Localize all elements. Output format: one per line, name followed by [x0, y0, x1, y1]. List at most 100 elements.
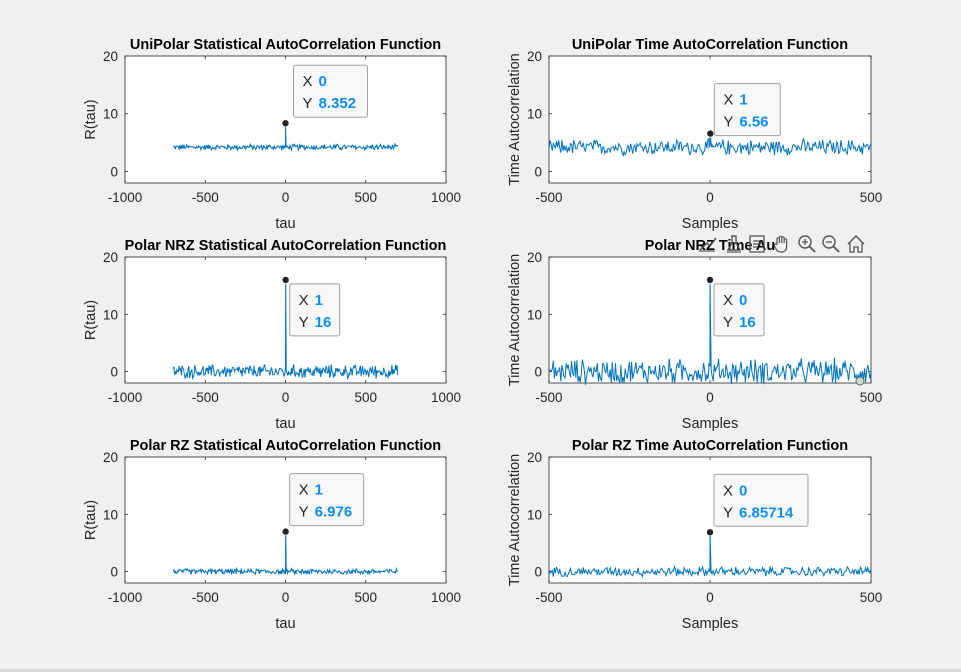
datatip-x-label: X — [723, 92, 733, 109]
datatip-y-label: Y — [303, 95, 313, 112]
datatip-marker[interactable] — [706, 129, 715, 138]
datatip-x-value: 0 — [739, 292, 747, 309]
x-axis-label: Samples — [682, 216, 738, 232]
datatip-x-value: 0 — [319, 73, 327, 90]
x-axis-label: Samples — [682, 416, 738, 432]
y-tick-label: 20 — [103, 49, 118, 64]
datatip-y-value: 6.85714 — [739, 504, 794, 521]
x-tick-label: 0 — [282, 590, 290, 605]
y-axis-label: R(tau) — [83, 300, 99, 340]
y-axis-label: Time Autocorrelation — [507, 454, 523, 586]
datatip-box — [289, 473, 365, 527]
series-line — [548, 532, 872, 579]
hover-point-marker[interactable] — [855, 376, 865, 386]
datatip-y-value: 16 — [739, 314, 756, 331]
subplot-4: Polar NRZ Time Au-500 0 50001020SamplesTim… — [507, 238, 882, 432]
home-icon[interactable] — [845, 233, 867, 255]
datatip[interactable]: X 0Y 8.352 — [293, 64, 368, 118]
y-tick-label: 0 — [110, 365, 118, 380]
datatip-box — [713, 283, 765, 337]
datatip-box — [293, 64, 368, 118]
brush-icon[interactable] — [723, 233, 745, 255]
datatip-x-label: X — [723, 482, 733, 499]
datatip-x-value: 1 — [315, 292, 323, 309]
datatip-y-label: Y — [299, 504, 309, 521]
x-tick-label: -1000 — [108, 190, 143, 205]
datatip[interactable]: X 1Y 6.56 — [713, 83, 781, 137]
x-tick-label: 0 — [282, 390, 290, 405]
datatip-x-value: 1 — [739, 92, 747, 109]
pan-hand-icon[interactable] — [771, 233, 793, 255]
subplot-2: UniPolar Time AutoCorrelation Function -5… — [507, 37, 882, 232]
datatip-x-value: 1 — [315, 482, 323, 499]
datatip-marker[interactable] — [281, 276, 290, 284]
x-axis-label: tau — [275, 216, 295, 232]
x-tick-label: 500 — [860, 390, 883, 405]
datatip-x-label: X — [303, 73, 313, 90]
x-tick-label: -1000 — [108, 590, 143, 605]
subplot-6: Polar RZ Time AutoCorrelation Function -5… — [507, 438, 882, 632]
subplot-1: UniPolar Statistical AutoCorrelation Fun… — [83, 37, 461, 232]
x-tick-label: 500 — [354, 390, 377, 405]
y-tick-label: 10 — [527, 107, 542, 122]
link-data-icon[interactable] — [746, 233, 768, 255]
x-axis-label: Samples — [682, 616, 738, 632]
axes-title: UniPolar Time AutoCorrelation Function — [572, 37, 848, 53]
y-tick-label: 0 — [534, 565, 542, 580]
x-tick-label: 500 — [354, 590, 377, 605]
datatip-y-value: 16 — [315, 314, 332, 331]
y-tick-label: 0 — [534, 164, 542, 179]
datatip-y-label: Y — [723, 314, 733, 331]
series-line — [172, 531, 399, 576]
datatip[interactable]: X 0Y 6.85714 — [713, 473, 809, 527]
datatip-y-value: 6.976 — [315, 504, 353, 521]
zoom-out-icon[interactable] — [820, 233, 842, 255]
x-tick-label: -1000 — [108, 390, 143, 405]
x-tick-label: 500 — [860, 190, 883, 205]
datatip[interactable]: X 0Y 16 — [713, 283, 765, 337]
x-tick-label: -500 — [192, 190, 219, 205]
datatip-marker[interactable] — [706, 528, 714, 537]
series-line — [173, 123, 399, 152]
y-tick-label: 10 — [527, 307, 542, 322]
datatip-x-label: X — [299, 482, 309, 499]
series-line — [548, 279, 872, 385]
datatip-marker[interactable] — [281, 527, 290, 536]
datatip-y-label: Y — [299, 314, 309, 331]
zoom-in-icon[interactable] — [796, 233, 818, 255]
export-icon[interactable] — [697, 233, 719, 255]
y-tick-label: 20 — [527, 250, 542, 265]
datatip-marker[interactable] — [706, 276, 714, 284]
datatip[interactable]: X 1Y 16 — [289, 283, 341, 337]
y-tick-label: 10 — [103, 507, 118, 522]
datatip-marker[interactable] — [281, 119, 290, 128]
datatip-x-label: X — [299, 292, 309, 309]
x-tick-label: -500 — [535, 590, 562, 605]
x-tick-label: -500 — [192, 590, 219, 605]
subplot-3: Polar NRZ Statistical AutoCorrelation Fu… — [83, 238, 461, 432]
datatip-x-value: 0 — [739, 482, 747, 499]
datatip[interactable]: X 1Y 6.976 — [289, 473, 365, 527]
axes-toolbar — [697, 233, 875, 255]
y-tick-label: 20 — [103, 450, 118, 465]
x-axis-label: tau — [275, 616, 295, 632]
x-tick-label: 500 — [354, 190, 377, 205]
y-tick-label: 10 — [103, 107, 118, 122]
y-tick-label: 0 — [534, 365, 542, 380]
x-tick-label: 1000 — [431, 390, 461, 405]
datatip-box — [713, 83, 781, 137]
x-tick-label: 0 — [706, 590, 714, 605]
subplot-5: Polar RZ Statistical AutoCorrelation Fun… — [83, 438, 461, 632]
y-tick-label: 0 — [110, 565, 118, 580]
axes-title: Polar NRZ Statistical AutoCorrelation Fu… — [125, 238, 447, 254]
y-axis-label: R(tau) — [83, 99, 99, 139]
x-tick-label: 0 — [706, 190, 714, 205]
axes-title: Polar RZ Time AutoCorrelation Function — [572, 438, 848, 454]
series-line — [548, 133, 872, 158]
y-tick-label: 20 — [103, 250, 118, 265]
datatip-y-label: Y — [723, 504, 733, 521]
y-tick-label: 10 — [103, 307, 118, 322]
y-tick-label: 0 — [110, 164, 118, 179]
datatip-x-label: X — [723, 292, 733, 309]
